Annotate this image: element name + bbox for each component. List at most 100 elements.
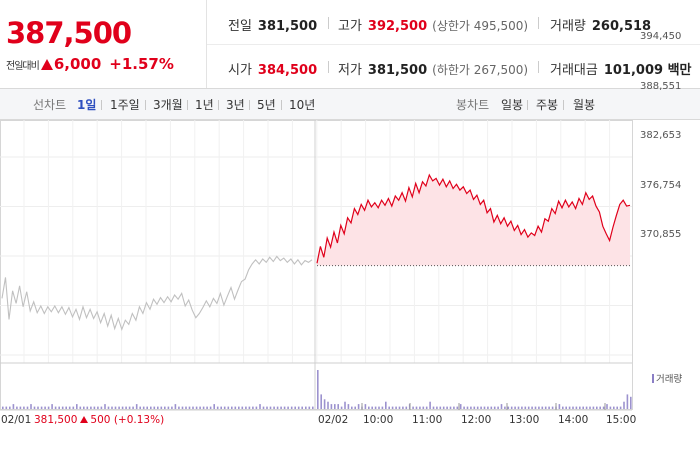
volume-bar <box>613 406 615 409</box>
volume-bar <box>378 406 380 409</box>
tab-1-year[interactable]: 1년 <box>195 98 214 112</box>
volume-bar <box>432 406 435 409</box>
volume-bar <box>388 406 390 409</box>
volume-bar <box>68 406 71 409</box>
volume-bar <box>368 406 370 409</box>
volume-bar <box>12 404 15 409</box>
y-tick-label: 394,450 <box>640 31 682 42</box>
volume-bar <box>276 406 279 409</box>
volume-bar <box>121 406 124 409</box>
tab-monthly-candle[interactable]: 월봉 <box>573 98 596 112</box>
volume-bar <box>490 406 493 409</box>
volume-bar <box>86 406 89 409</box>
volume-bar <box>415 406 418 409</box>
volume-bar <box>446 406 448 409</box>
volume-bar <box>312 406 314 409</box>
volume-bar <box>202 406 205 409</box>
volume-bar <box>188 406 191 409</box>
volume-bar <box>262 406 265 409</box>
volume-bar <box>558 404 561 409</box>
volume-bar <box>111 406 113 409</box>
prev-close-label: 전일 <box>228 19 252 34</box>
volume-bar <box>330 404 333 409</box>
volume-bar <box>259 404 261 409</box>
volume-bar <box>280 406 282 409</box>
volume-bar <box>128 406 131 409</box>
volume-bar <box>453 406 455 409</box>
volume-bar <box>592 406 595 409</box>
volume-bar <box>480 406 482 409</box>
volume-bar <box>606 404 608 409</box>
volume-bar <box>241 406 244 409</box>
y-tick-label: 382,653 <box>640 130 682 141</box>
volume-bar <box>317 370 319 409</box>
volume-bar <box>142 406 145 409</box>
volume-value: 260,518 <box>591 19 652 34</box>
volume-bar <box>100 406 103 409</box>
tab-3-years[interactable]: 3년 <box>226 98 245 112</box>
tab-weekly-candle[interactable]: 주봉 <box>536 98 559 112</box>
volume-bar <box>493 406 496 409</box>
volume-bar <box>517 406 520 409</box>
prev-close-value: 381,500 <box>257 19 318 34</box>
series-line-02-01 <box>1 255 313 332</box>
x-tick-label: 12:00 <box>461 414 492 426</box>
tab-10-years[interactable]: 10년 <box>289 98 316 112</box>
volume-bar <box>534 406 537 409</box>
volume-bar <box>524 406 527 409</box>
volume-bar <box>290 406 293 409</box>
tab-divider <box>527 100 528 110</box>
volume-label: 거래량 <box>550 19 586 34</box>
divider <box>328 17 329 29</box>
tab-3-months[interactable]: 3개월 <box>153 98 183 112</box>
volume-bar <box>157 406 159 409</box>
divider <box>328 61 329 73</box>
volume-bar <box>623 401 625 409</box>
line-chart-label: 선차트 <box>33 98 67 112</box>
volume-bar <box>562 406 564 409</box>
volume-bar <box>429 401 431 409</box>
current-price: 387,500 <box>6 16 132 50</box>
low-label: 저가 <box>338 63 362 78</box>
y-tick-label: 376,754 <box>640 180 682 191</box>
volume-bar <box>616 406 618 409</box>
volume-bar <box>54 406 57 409</box>
volume-bar <box>171 406 173 409</box>
x-tick-label: 14:00 <box>558 414 589 426</box>
volume-bar <box>436 406 438 409</box>
volume-bar <box>107 406 110 409</box>
area-fill <box>317 175 630 266</box>
prev-day-change: 500 <box>90 414 111 426</box>
volume-bar <box>354 406 356 409</box>
open-label: 시가 <box>228 63 252 78</box>
volume-bar <box>507 406 510 409</box>
volume-bar <box>575 406 578 409</box>
tab-1-week[interactable]: 1주일 <box>110 98 140 112</box>
volume-bar <box>213 404 215 409</box>
volume-bar <box>305 406 307 409</box>
volume-bar <box>227 406 230 409</box>
volume-bar <box>398 406 401 409</box>
volume-bar <box>287 406 289 409</box>
high-value: 392,500 <box>367 19 428 34</box>
tab-1-day[interactable]: 1일 <box>77 98 97 112</box>
open-value: 384,500 <box>257 63 318 78</box>
volume-bar <box>579 406 581 409</box>
volume-bar <box>565 406 567 409</box>
tab-5-years[interactable]: 5년 <box>257 98 276 112</box>
volume-bar <box>320 394 322 409</box>
volume-bar <box>548 406 550 409</box>
volume-bar <box>294 406 296 409</box>
tab-daily-candle[interactable]: 일봉 <box>501 98 524 112</box>
x-tick-label: 02/02 <box>318 414 349 426</box>
volume-bar <box>273 406 275 409</box>
series-line-02-02 <box>316 173 631 264</box>
volume-bar <box>521 406 523 409</box>
volume-bar <box>422 406 425 409</box>
stat-prev-close: 전일 381,500 <box>228 15 317 34</box>
header-row-divider <box>207 44 700 45</box>
divider <box>538 61 539 73</box>
volume-bar <box>206 406 208 409</box>
volume-bar <box>192 406 194 409</box>
volume-bar <box>582 406 584 409</box>
